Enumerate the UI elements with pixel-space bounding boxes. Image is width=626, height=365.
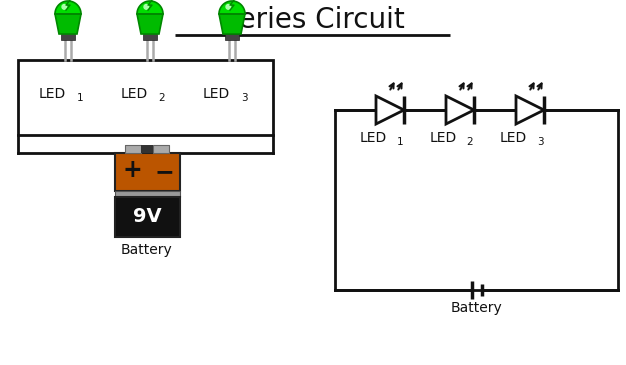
Text: LED: LED <box>360 131 387 145</box>
Bar <box>141 145 153 153</box>
Polygon shape <box>219 1 245 14</box>
Text: 9V: 9V <box>133 207 162 227</box>
Text: 2: 2 <box>467 137 473 147</box>
Bar <box>125 145 141 153</box>
Bar <box>115 191 180 197</box>
Text: Battery: Battery <box>121 243 173 257</box>
Circle shape <box>62 4 67 9</box>
Text: LED: LED <box>121 87 148 101</box>
Text: 3: 3 <box>536 137 543 147</box>
Polygon shape <box>376 96 404 124</box>
Polygon shape <box>55 1 81 14</box>
Polygon shape <box>225 5 237 11</box>
Text: 1: 1 <box>77 93 83 103</box>
Bar <box>61 34 75 40</box>
Polygon shape <box>55 14 81 34</box>
Text: Series Circuit: Series Circuit <box>221 6 405 34</box>
Bar <box>225 34 239 40</box>
Circle shape <box>226 4 231 9</box>
Bar <box>143 34 157 40</box>
Circle shape <box>144 4 149 9</box>
Polygon shape <box>143 5 155 11</box>
Polygon shape <box>516 96 544 124</box>
Text: LED: LED <box>430 131 457 145</box>
Text: LED: LED <box>203 87 230 101</box>
Text: 1: 1 <box>397 137 403 147</box>
Text: Battery: Battery <box>451 301 503 315</box>
Polygon shape <box>61 5 73 11</box>
Text: 2: 2 <box>158 93 165 103</box>
Text: −: − <box>154 160 174 184</box>
Text: LED: LED <box>39 87 66 101</box>
Polygon shape <box>137 1 163 14</box>
Text: LED: LED <box>500 131 527 145</box>
Text: +: + <box>122 158 142 182</box>
Bar <box>153 145 169 153</box>
Bar <box>18 60 273 135</box>
Bar <box>115 153 180 191</box>
Text: 3: 3 <box>240 93 247 103</box>
Polygon shape <box>137 14 163 34</box>
Polygon shape <box>446 96 474 124</box>
Polygon shape <box>219 14 245 34</box>
Bar <box>115 197 180 237</box>
